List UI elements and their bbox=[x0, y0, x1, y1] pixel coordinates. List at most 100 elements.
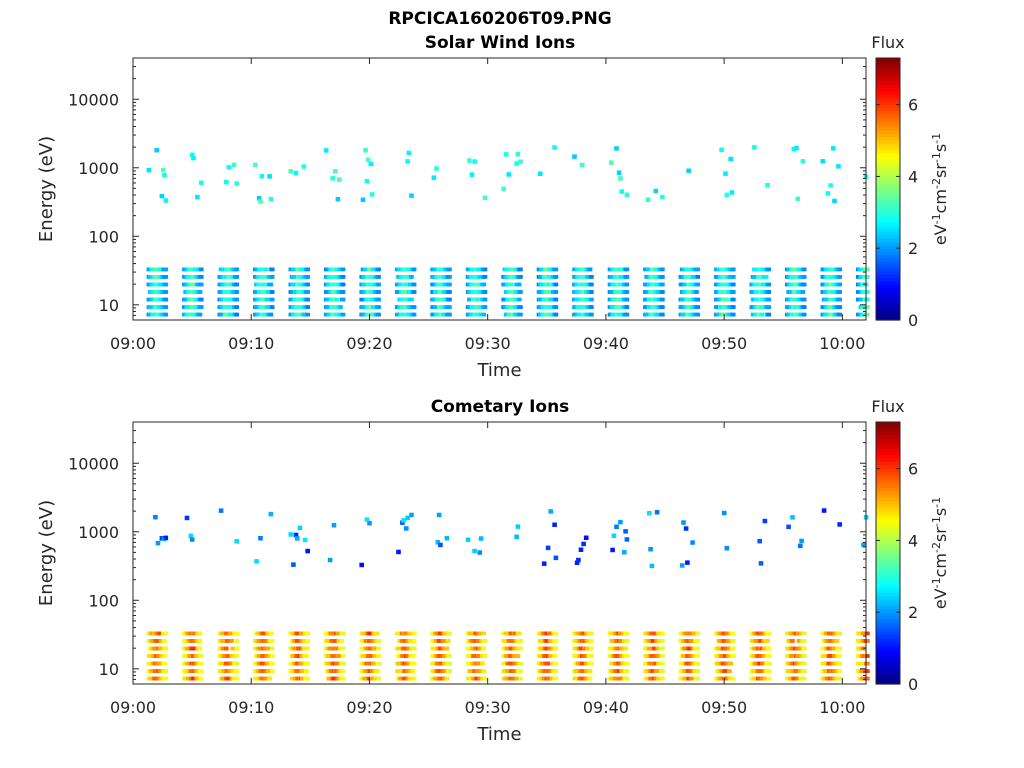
heatmap-cell bbox=[653, 188, 659, 194]
heatmap-cell bbox=[406, 150, 412, 156]
heatmap-cell bbox=[502, 297, 508, 302]
heatmap-cell bbox=[824, 282, 829, 287]
heatmap-cell bbox=[218, 290, 224, 294]
heatmap-cell bbox=[187, 312, 192, 317]
heatmap-cell bbox=[234, 539, 239, 544]
heatmap-cell bbox=[405, 297, 410, 302]
heatmap-cell bbox=[482, 654, 488, 658]
heatmap-cell bbox=[837, 522, 842, 527]
y-tick-label: 10 bbox=[99, 296, 119, 315]
colorbar-segment bbox=[876, 143, 900, 148]
heatmap-cell bbox=[260, 282, 266, 287]
heatmap-cell bbox=[798, 646, 803, 651]
heatmap-cell bbox=[222, 275, 228, 279]
heatmap-cell bbox=[832, 275, 837, 279]
heatmap-cell bbox=[857, 654, 862, 658]
colorbar-unit-label: eV-1cm-2sr-1s-1 bbox=[930, 133, 951, 245]
heatmap-cell bbox=[409, 297, 414, 302]
heatmap-cell bbox=[373, 290, 379, 294]
heatmap-cell bbox=[756, 297, 761, 302]
heatmap-cell bbox=[292, 676, 297, 681]
heatmap-cell bbox=[402, 267, 408, 272]
heatmap-cell bbox=[714, 282, 719, 287]
heatmap-cell bbox=[364, 179, 370, 184]
heatmap-cell bbox=[756, 267, 761, 272]
heatmap-cell bbox=[727, 646, 732, 651]
heatmap-cell bbox=[622, 550, 627, 555]
heatmap-cell bbox=[516, 297, 522, 302]
heatmap-cell bbox=[480, 661, 485, 666]
heatmap-cell bbox=[333, 290, 338, 294]
colorbar-frame bbox=[875, 421, 901, 685]
heatmap-cell bbox=[267, 297, 272, 302]
heatmap-cell bbox=[656, 669, 661, 673]
heatmap-cell bbox=[368, 654, 374, 658]
heatmap-cell bbox=[790, 669, 795, 673]
heatmap-cell bbox=[226, 639, 232, 643]
heatmap-cell bbox=[837, 631, 842, 636]
colorbar-segment bbox=[876, 507, 900, 512]
heatmap-cell bbox=[292, 275, 297, 279]
heatmap-cell bbox=[719, 669, 724, 673]
heatmap-cell bbox=[505, 297, 510, 302]
heatmap-cell bbox=[587, 676, 593, 681]
heatmap-cell bbox=[719, 147, 724, 152]
heatmap-cell bbox=[301, 267, 307, 272]
heatmap-cell bbox=[578, 290, 584, 294]
heatmap-cell bbox=[163, 267, 169, 272]
y-tick-label: 10000 bbox=[68, 90, 119, 109]
heatmap-cell bbox=[766, 676, 772, 681]
heatmap-cell bbox=[330, 654, 335, 658]
heatmap-cell bbox=[269, 639, 275, 643]
heatmap-cell bbox=[268, 312, 274, 317]
heatmap-cell bbox=[222, 290, 228, 294]
heatmap-cell bbox=[218, 267, 224, 272]
colorbar-segment bbox=[876, 471, 900, 476]
heatmap-cell bbox=[234, 669, 239, 673]
heatmap-cell bbox=[222, 639, 228, 643]
heatmap-cell bbox=[296, 631, 301, 636]
heatmap-cell bbox=[234, 631, 239, 636]
heatmap-cell bbox=[766, 631, 772, 636]
colorbar-segment bbox=[876, 74, 900, 79]
heatmap-cell bbox=[256, 312, 262, 317]
heatmap-cell bbox=[371, 275, 376, 279]
heatmap-cell bbox=[323, 646, 329, 651]
heatmap-cell bbox=[472, 290, 477, 294]
heatmap-cell bbox=[158, 646, 163, 651]
heatmap-cell bbox=[648, 547, 653, 552]
heatmap-cell bbox=[199, 305, 204, 309]
heatmap-cell bbox=[795, 654, 800, 658]
y-axis-label: Energy (eV) bbox=[36, 500, 57, 606]
heatmap-cell bbox=[360, 631, 366, 636]
heatmap-cell bbox=[589, 312, 594, 317]
heatmap-cell bbox=[431, 282, 437, 287]
heatmap-cell bbox=[295, 305, 300, 309]
heatmap-cell bbox=[258, 267, 263, 272]
heatmap-cell bbox=[731, 267, 736, 272]
heatmap-cell bbox=[828, 282, 833, 287]
heatmap-cell bbox=[731, 646, 736, 651]
heatmap-cell bbox=[323, 631, 329, 636]
heatmap-cell bbox=[691, 312, 697, 317]
colorbar-segment bbox=[876, 277, 900, 282]
heatmap-cell bbox=[620, 267, 626, 272]
heatmap-cell bbox=[796, 312, 802, 317]
heatmap-cell bbox=[578, 297, 584, 302]
heatmap-cell bbox=[411, 267, 417, 272]
heatmap-cell bbox=[830, 146, 836, 151]
colorbar-segment bbox=[876, 657, 900, 662]
colorbar-segment bbox=[876, 664, 900, 669]
heatmap-cell bbox=[163, 646, 169, 651]
heatmap-cell bbox=[660, 282, 665, 287]
heatmap-cell bbox=[405, 159, 410, 164]
heatmap-cell bbox=[465, 639, 471, 643]
heatmap-cell bbox=[163, 297, 169, 302]
heatmap-cell bbox=[801, 639, 807, 643]
heatmap-cell bbox=[472, 159, 477, 164]
heatmap-cell bbox=[444, 676, 450, 681]
heatmap-cell bbox=[373, 282, 379, 287]
heatmap-cell bbox=[615, 290, 621, 294]
heatmap-cell bbox=[553, 669, 559, 673]
heatmap-cell bbox=[725, 631, 731, 636]
